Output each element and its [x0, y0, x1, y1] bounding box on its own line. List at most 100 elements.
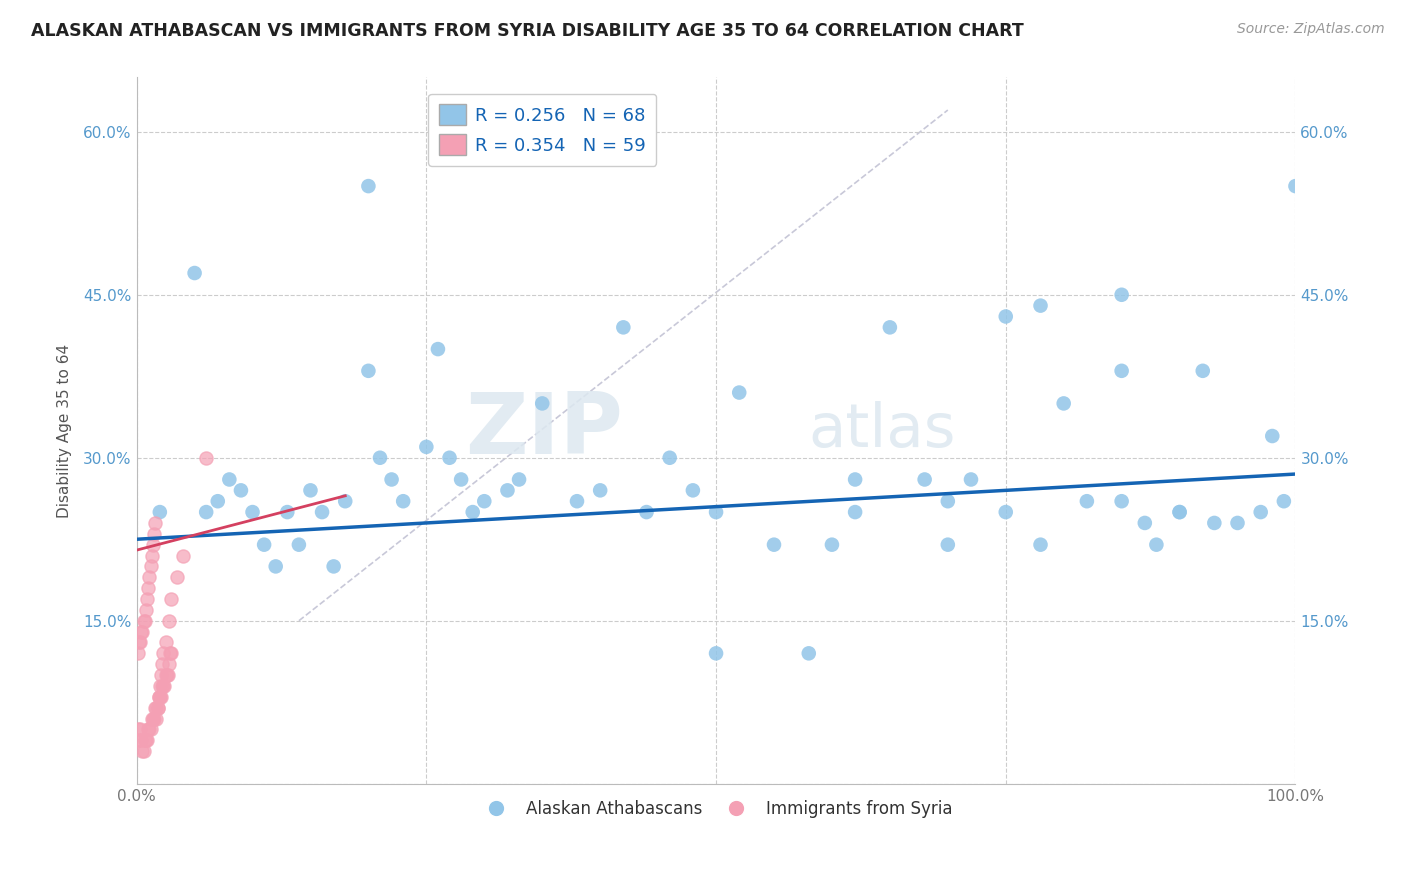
Point [762, 538, 785, 552]
Text: ZIP: ZIP [465, 389, 623, 472]
Point [143, 700, 166, 714]
Point [136, 581, 159, 595]
Text: Source: ZipAtlas.com: Source: ZipAtlas.com [1237, 22, 1385, 37]
Point [156, 668, 179, 682]
Point [1076, 494, 1098, 508]
Point [149, 505, 172, 519]
Point [150, 679, 173, 693]
Point [141, 712, 163, 726]
Point [496, 483, 519, 498]
Point [381, 473, 404, 487]
Point [155, 635, 177, 649]
Point [136, 592, 159, 607]
Point [299, 483, 322, 498]
Point [142, 538, 165, 552]
Point [207, 494, 229, 508]
Point [1133, 516, 1156, 530]
Point [450, 473, 472, 487]
Point [135, 733, 157, 747]
Point [704, 646, 727, 660]
Point [149, 679, 172, 693]
Point [565, 494, 588, 508]
Point [195, 450, 218, 465]
Point [150, 668, 173, 682]
Point [1111, 287, 1133, 301]
Point [253, 538, 276, 552]
Point [1284, 179, 1306, 194]
Point [138, 723, 160, 737]
Point [129, 624, 152, 639]
Point [960, 473, 983, 487]
Point [682, 483, 704, 498]
Point [1168, 505, 1191, 519]
Point [148, 690, 170, 704]
Point [357, 364, 380, 378]
Point [439, 450, 461, 465]
Point [914, 473, 936, 487]
Point [156, 668, 179, 682]
Point [612, 320, 634, 334]
Point [844, 473, 866, 487]
Point [1250, 505, 1272, 519]
Point [1029, 299, 1052, 313]
Point [136, 733, 159, 747]
Point [368, 450, 391, 465]
Point [1261, 429, 1284, 443]
Point [218, 473, 240, 487]
Point [129, 733, 152, 747]
Point [152, 646, 174, 660]
Point [589, 483, 612, 498]
Point [879, 320, 901, 334]
Text: atlas: atlas [808, 401, 956, 460]
Point [141, 549, 163, 563]
Point [311, 505, 333, 519]
Y-axis label: Disability Age 35 to 64: Disability Age 35 to 64 [58, 343, 72, 517]
Point [797, 646, 820, 660]
Point [508, 473, 530, 487]
Point [131, 744, 153, 758]
Point [139, 559, 162, 574]
Point [143, 526, 166, 541]
Point [148, 690, 170, 704]
Point [288, 538, 311, 552]
Point [150, 657, 173, 672]
Point [149, 690, 172, 704]
Point [426, 342, 449, 356]
Point [138, 570, 160, 584]
Point [153, 679, 176, 693]
Point [335, 494, 357, 508]
Point [1111, 364, 1133, 378]
Point [322, 559, 344, 574]
Point [139, 723, 162, 737]
Point [1226, 516, 1249, 530]
Point [392, 494, 415, 508]
Point [821, 538, 844, 552]
Point [146, 700, 169, 714]
Point [472, 494, 495, 508]
Point [994, 310, 1017, 324]
Point [636, 505, 658, 519]
Point [152, 679, 174, 693]
Point [1204, 516, 1226, 530]
Point [143, 712, 166, 726]
Point [132, 744, 155, 758]
Point [844, 505, 866, 519]
Point [129, 635, 152, 649]
Point [357, 179, 380, 194]
Point [1272, 494, 1295, 508]
Point [1144, 538, 1167, 552]
Point [276, 505, 298, 519]
Point [127, 723, 149, 737]
Legend: Alaskan Athabascans, Immigrants from Syria: Alaskan Athabascans, Immigrants from Syr… [472, 794, 959, 825]
Point [1168, 505, 1191, 519]
Point [146, 700, 169, 714]
Point [172, 549, 194, 563]
Point [132, 614, 155, 628]
Point [242, 505, 264, 519]
Point [531, 396, 554, 410]
Point [936, 494, 959, 508]
Point [142, 712, 165, 726]
Point [159, 646, 181, 660]
Point [150, 690, 173, 704]
Point [128, 733, 150, 747]
